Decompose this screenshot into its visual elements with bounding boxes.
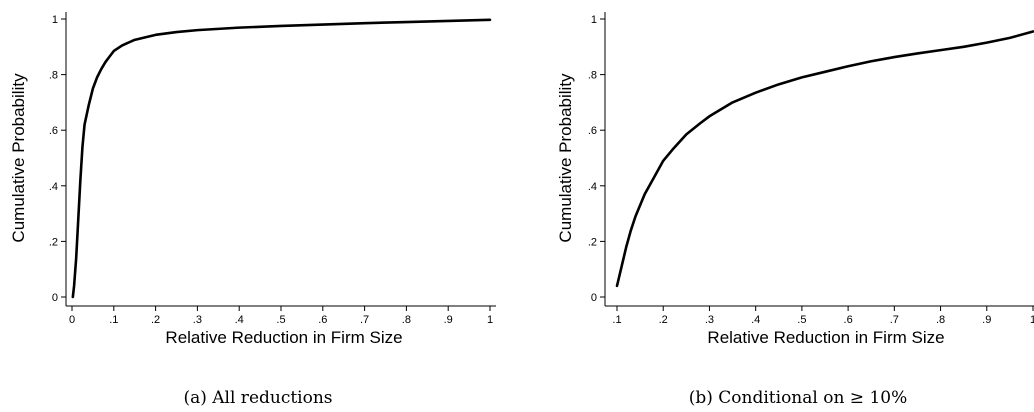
x-tick-label: 1 [1030,314,1034,326]
x-tick-label: .3 [193,314,202,326]
y-tick-label: 1 [591,14,597,26]
x-ticks: .1 .2 .3 .4 .5 .6 .7 .8 .9 1 [612,306,1034,326]
x-axis-title: Relative Reduction in Firm Size [165,328,402,347]
panel-caption: (a) All reductions [183,388,332,408]
y-axis-title: Cumulative Probability [556,73,575,243]
cdf-curve [615,30,1034,288]
y-tick-label: .8 [588,70,597,82]
y-tick-label: .8 [49,70,58,82]
x-tick-label: .1 [612,314,621,326]
y-tick-label: 0 [52,292,58,304]
plot-area: 0 .2 .4 .6 .8 1 .1 .2 .3 .4 .5 .6 .7 .8 .9 1 [588,12,1034,326]
x-axis-title: Relative Reduction in Firm Size [707,328,944,347]
x-tick-label: .6 [844,314,853,326]
x-tick-label: .7 [890,314,899,326]
x-tick-label: .3 [705,314,714,326]
panel-caption: (b) Conditional on ≥ 10% [689,388,908,408]
y-tick-label: 1 [52,14,58,26]
x-tick-label: .4 [751,314,760,326]
y-tick-label: 0 [591,292,597,304]
y-tick-label: .6 [49,125,58,137]
x-tick-label: .5 [797,314,806,326]
y-tick-label: .2 [49,236,58,248]
y-axis-title: Cumulative Probability [9,73,28,243]
x-ticks: 0 .1 .2 .3 .4 .5 .6 .7 .8 .9 1 [69,306,493,326]
x-tick-label: .6 [318,314,327,326]
x-tick-label: .8 [936,314,945,326]
x-tick-label: .7 [360,314,369,326]
x-tick-label: .2 [659,314,668,326]
x-tick-label: 0 [69,314,75,326]
plot-area: 0 .2 .4 .6 .8 1 0 .1 .2 .3 .4 .5 .6 .7 .8 .9 1 [49,12,496,326]
y-tick-label: .2 [588,236,597,248]
x-tick-label: .9 [444,314,453,326]
chart-panel-b: 0 .2 .4 .6 .8 1 .1 .2 .3 .4 .5 .6 .7 .8 .9 1 Relative … [556,12,1034,408]
x-tick-label: .9 [982,314,991,326]
cdf-curve [71,18,492,299]
y-tick-label: .6 [588,125,597,137]
y-tick-label: .4 [588,181,597,193]
x-tick-label: 1 [487,314,493,326]
x-tick-label: .4 [235,314,244,326]
chart-panel-a: 0 .2 .4 .6 .8 1 0 .1 .2 .3 .4 .5 .6 .7 .8 .9 1 Relative… [9,12,496,408]
y-ticks: 0 .2 .4 .6 .8 1 [49,14,66,304]
y-ticks: 0 .2 .4 .6 .8 1 [588,14,605,304]
x-tick-label: .8 [402,314,411,326]
y-tick-label: .4 [49,181,58,193]
x-tick-label: .5 [276,314,285,326]
x-tick-label: .1 [109,314,118,326]
x-tick-label: .2 [151,314,160,326]
